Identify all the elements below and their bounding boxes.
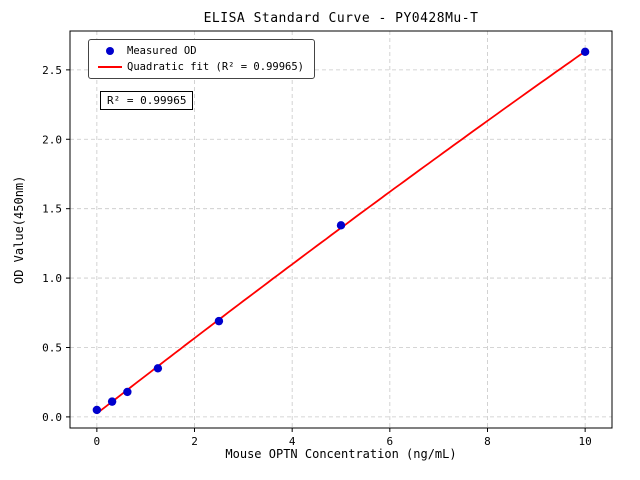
line-marker-icon bbox=[98, 66, 122, 68]
scatter-marker-icon bbox=[106, 47, 114, 55]
x-tick-label: 0 bbox=[94, 435, 101, 448]
legend-item-measured-od: Measured OD bbox=[93, 45, 304, 57]
legend-label-quadratic-fit: Quadratic fit (R² = 0.99965) bbox=[127, 61, 305, 73]
data-point bbox=[123, 387, 132, 397]
data-point bbox=[214, 316, 224, 326]
y-tick-label: 0.0 bbox=[42, 411, 62, 424]
legend-item-quadratic-fit: Quadratic fit (R² = 0.99965) bbox=[93, 61, 304, 73]
y-tick-label: 0.5 bbox=[42, 341, 62, 354]
y-tick-label: 1.5 bbox=[42, 203, 62, 216]
legend-label-measured-od: Measured OD bbox=[127, 45, 197, 57]
x-tick-label: 10 bbox=[579, 435, 592, 448]
y-tick-label: 1.0 bbox=[42, 272, 62, 285]
data-point bbox=[107, 397, 117, 406]
x-tick-label: 8 bbox=[484, 435, 491, 448]
y-axis-label: OD Value(450nm) bbox=[12, 175, 26, 284]
y-tick-label: 2.0 bbox=[42, 133, 62, 146]
x-tick-label: 4 bbox=[289, 435, 296, 448]
data-point bbox=[580, 47, 590, 57]
x-tick-label: 6 bbox=[387, 435, 394, 448]
data-point bbox=[336, 221, 346, 230]
r-squared-annotation: R² = 0.99965 bbox=[100, 91, 194, 110]
x-axis-label: Mouse OPTN Concentration (ng/mL) bbox=[225, 447, 457, 461]
legend: Measured OD Quadratic fit (R² = 0.99965) bbox=[88, 39, 316, 79]
legend-marker-cell bbox=[93, 47, 127, 55]
legend-marker-cell bbox=[93, 66, 127, 68]
data-point bbox=[153, 364, 163, 373]
chart-title: ELISA Standard Curve - PY0428Mu-T bbox=[203, 11, 479, 26]
data-point bbox=[92, 405, 102, 415]
y-tick-label: 2.5 bbox=[42, 64, 62, 77]
x-tick-label: 2 bbox=[191, 435, 198, 448]
plot-border bbox=[69, 30, 613, 429]
